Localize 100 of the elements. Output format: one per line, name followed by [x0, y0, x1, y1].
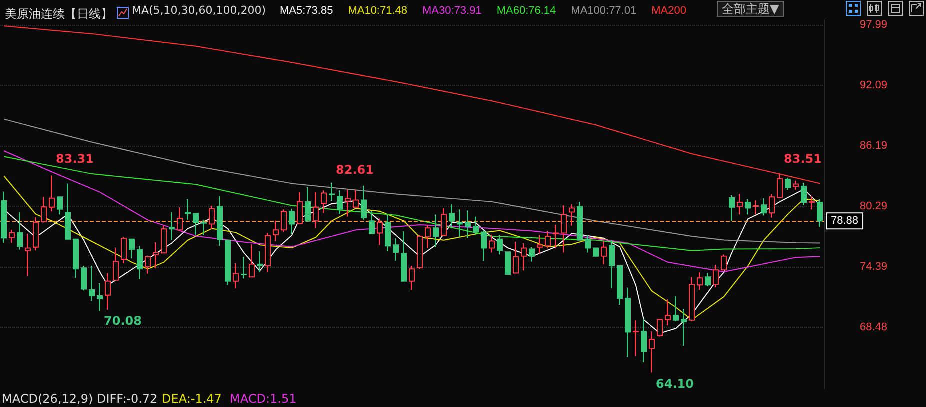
candlestick	[17, 212, 23, 250]
candlestick	[345, 190, 351, 218]
text: 全部主题▼	[717, 1, 784, 17]
candlestick	[617, 266, 623, 306]
line-series	[4, 156, 820, 252]
candlestick	[329, 182, 335, 202]
annotation: 83.31	[56, 152, 94, 166]
candlestick	[337, 190, 343, 215]
candlestick	[745, 198, 751, 216]
line-series	[4, 26, 820, 184]
candlestick	[697, 272, 703, 290]
candlestick	[673, 296, 679, 322]
y-tick-label: 80.29	[860, 200, 888, 213]
candlestick	[633, 320, 639, 357]
candlestick	[761, 198, 767, 216]
candlestick	[289, 208, 295, 236]
candlestick	[321, 190, 327, 214]
candlestick	[377, 218, 383, 246]
candlestick	[449, 204, 455, 228]
candlestick	[497, 234, 503, 256]
candlestick	[601, 240, 607, 265]
candlestick	[193, 213, 199, 236]
candlestick	[81, 266, 87, 292]
candlestick	[537, 234, 543, 254]
candlestick	[441, 208, 447, 236]
candlestick	[785, 177, 791, 191]
candlestick	[585, 234, 591, 254]
candlestick	[489, 234, 495, 254]
candlestick	[481, 230, 487, 262]
candlestick	[233, 262, 239, 289]
candlestick	[809, 196, 815, 210]
candlestick	[33, 216, 39, 252]
candlestick	[753, 200, 759, 216]
candlestick	[385, 214, 391, 252]
annotation: 82.61	[336, 163, 374, 177]
candlestick	[529, 247, 535, 262]
candlestick	[657, 318, 663, 338]
candlestick	[169, 212, 175, 241]
candlestick	[361, 185, 367, 220]
candlestick	[561, 205, 567, 254]
candlestick	[153, 242, 159, 269]
candlestick	[73, 238, 79, 279]
candlestick	[593, 248, 599, 257]
y-tick-label: 97.99	[860, 19, 888, 32]
text: MA10:71.48	[348, 5, 408, 17]
candlestick	[425, 224, 431, 249]
candlestick	[433, 214, 439, 248]
candlestick	[1, 191, 7, 244]
candlestick	[217, 196, 223, 247]
candlestick	[457, 209, 463, 238]
text: MACD(26,12,9) DIFF:-0.72	[2, 392, 158, 406]
annotation: 64.10	[656, 377, 694, 391]
candlestick	[793, 180, 799, 191]
candlestick	[273, 220, 279, 242]
candlestick	[625, 287, 631, 358]
candlestick	[721, 254, 727, 271]
candlestick	[201, 219, 207, 236]
candlestick	[305, 186, 311, 222]
candlestick	[129, 238, 135, 260]
text: MACD:1.51	[230, 392, 297, 406]
text: MA30:73.91	[422, 5, 482, 17]
candlestick	[65, 183, 71, 240]
candlestick	[505, 252, 511, 276]
candlestick	[113, 247, 119, 281]
candlestick	[705, 272, 711, 287]
candlestick	[297, 192, 303, 224]
candlestick	[393, 238, 399, 262]
candlestick	[609, 240, 615, 289]
candlestick	[553, 224, 559, 250]
candlestick	[729, 194, 735, 222]
candlestick	[713, 264, 719, 288]
candlestick	[689, 276, 695, 322]
candlestick	[681, 308, 687, 346]
candlestick	[265, 232, 271, 273]
candlestick	[105, 272, 111, 311]
candlestick	[281, 209, 287, 233]
candlestick	[257, 251, 263, 273]
candlestick	[649, 331, 655, 374]
candlestick	[249, 244, 255, 278]
candlestick	[89, 266, 95, 302]
text: MA200	[652, 5, 686, 17]
annotation: 70.08	[104, 314, 142, 328]
candlestick	[97, 283, 103, 312]
candlestick	[665, 299, 671, 326]
candlestick	[313, 192, 319, 229]
candlestick	[369, 211, 375, 234]
y-tick-label: 68.48	[860, 322, 888, 334]
candlestick	[9, 230, 15, 244]
candlestick	[569, 204, 575, 226]
candlestick	[209, 206, 215, 230]
candlestick	[769, 194, 775, 218]
candlestick	[737, 193, 743, 216]
candlestick	[185, 198, 191, 220]
annotation: 83.51	[784, 152, 822, 166]
candlestick	[545, 230, 551, 250]
text: MA60:76.14	[496, 5, 556, 17]
candlestick	[417, 234, 423, 270]
candlestick	[353, 190, 359, 208]
candlestick	[49, 175, 55, 212]
candlestick	[57, 196, 63, 216]
